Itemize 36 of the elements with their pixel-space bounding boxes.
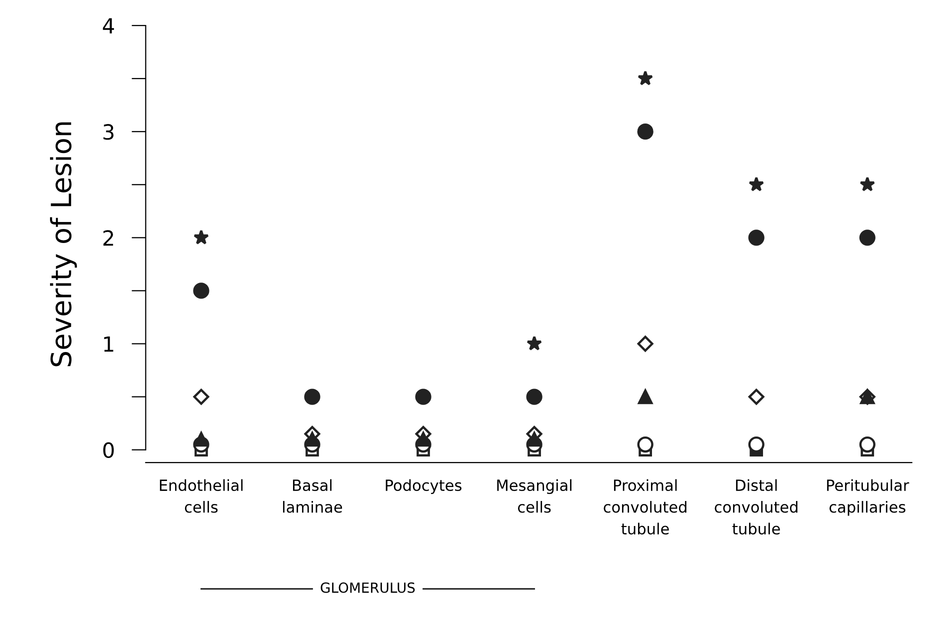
point — [860, 176, 876, 192]
point — [859, 230, 876, 246]
point — [194, 230, 209, 244]
y-tick-label: 3 — [103, 124, 114, 140]
point — [526, 336, 542, 350]
x-tick-label: Peritubular capillaries — [827, 479, 910, 516]
point — [748, 176, 764, 192]
y-tick-label: 4 — [102, 18, 114, 34]
point — [304, 388, 320, 405]
point — [526, 388, 542, 405]
x-tick-label: Mesangial cells — [497, 479, 572, 513]
x-tick-label: Podocytes — [386, 479, 462, 494]
point — [194, 432, 209, 447]
point — [637, 436, 654, 453]
point — [859, 436, 876, 453]
x-tick-label: Distal convoluted tubule — [714, 479, 798, 535]
y-tick-label: 0 — [103, 442, 114, 458]
y-tick-label: 2 — [103, 230, 114, 246]
point — [748, 388, 764, 405]
point — [637, 124, 654, 140]
point — [526, 432, 542, 447]
point — [415, 388, 432, 405]
y-tick-label: 1 — [104, 336, 114, 352]
point — [304, 432, 320, 447]
point — [416, 432, 431, 447]
point — [193, 282, 210, 299]
y-axis-title: Severity of Lesion — [50, 122, 77, 366]
point — [193, 388, 210, 405]
x-tick-label: Endothelial cells — [160, 479, 243, 513]
point — [638, 389, 653, 404]
point — [748, 230, 764, 246]
x-tick-label: Basal laminae — [283, 479, 342, 513]
point — [637, 336, 654, 352]
text: GLOMERULUS — [320, 582, 415, 593]
point — [638, 70, 654, 86]
x-tick-label: Proximal convoluted tubule — [604, 479, 686, 535]
